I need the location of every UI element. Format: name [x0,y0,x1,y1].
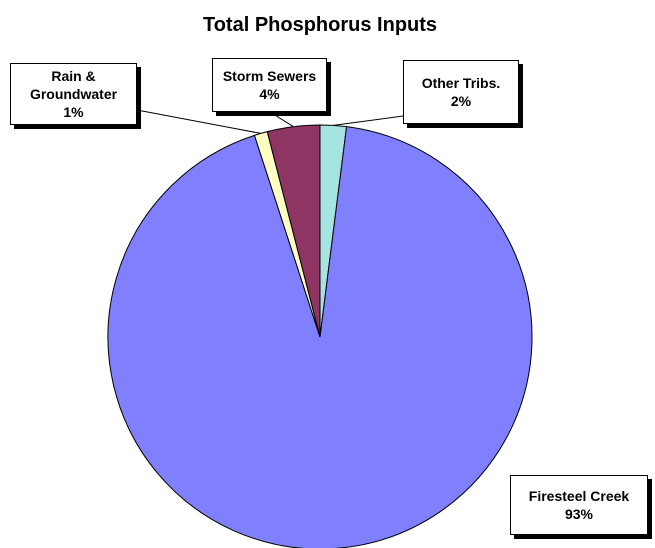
data-label: Rain & Groundwater 1% [10,63,137,125]
slice-name: Firesteel Creek [528,488,630,504]
slice-value: 4% [259,86,280,102]
slice-value: 2% [450,93,472,109]
leader-line [333,115,404,126]
data-label: Storm Sewers 4% [212,58,327,112]
chart-title: Total Phosphorus Inputs [202,14,438,36]
leader-line [136,109,261,134]
slice-name: Storm Sewers [222,68,317,84]
data-label: Other Tribs. 2% [403,60,519,124]
slice-value: 93% [564,506,594,522]
slice-name: Rain & Groundwater [29,68,118,102]
slice-name: Other Tribs. [421,75,501,91]
pie-slice [266,124,321,338]
leader-line [269,111,294,128]
slice-value: 1% [63,104,84,120]
data-label: Firesteel Creek 93% [510,475,648,535]
